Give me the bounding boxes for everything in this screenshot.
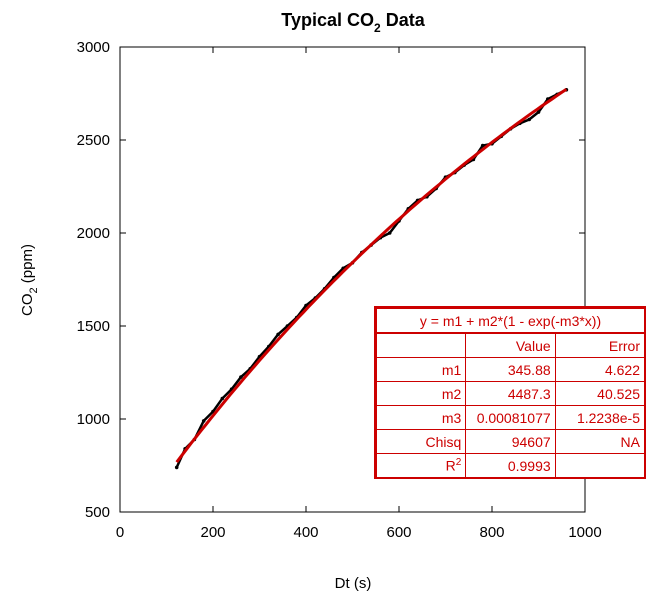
x-tick-label: 400 xyxy=(293,524,318,541)
chart-title: Typical CO2 Data xyxy=(281,10,425,35)
fit-results-table: y = m1 + m2*(1 - exp(-m3*x)) Value Error… xyxy=(374,306,646,479)
r-squared-value: 0.9993 xyxy=(465,453,556,478)
fit-curve xyxy=(175,88,568,464)
y-tick-label: 1500 xyxy=(77,318,110,335)
x-tick-label: 0 xyxy=(116,524,124,541)
data-point xyxy=(201,419,206,423)
table-row: R2 0.9993 xyxy=(375,453,646,478)
x-tick-label: 600 xyxy=(386,524,411,541)
header-blank xyxy=(375,332,467,358)
y-axis-label: CO2 (ppm) xyxy=(19,244,40,316)
data-point xyxy=(480,143,485,148)
data-point xyxy=(276,332,280,337)
param-name: Chisq xyxy=(375,429,467,454)
table-row: m3 0.00081077 1.2238e-5 xyxy=(375,405,646,430)
data-point xyxy=(387,231,392,235)
param-value: 345.88 xyxy=(465,357,556,382)
table-row: m1 345.88 4.622 xyxy=(375,357,646,382)
y-axis: 500 1000 1500 2000 2500 3000 xyxy=(77,39,585,521)
x-axis: 0 200 400 600 800 1000 xyxy=(116,47,602,541)
param-error: 4.622 xyxy=(554,357,646,382)
header-value: Value xyxy=(465,332,556,358)
r-squared-error xyxy=(554,453,646,478)
data-point xyxy=(174,465,179,470)
y-tick-label: 3000 xyxy=(77,39,110,56)
param-value: 0.00081077 xyxy=(465,405,556,430)
data-point xyxy=(527,117,531,122)
fit-equation: y = m1 + m2*(1 - exp(-m3*x)) xyxy=(376,308,645,334)
param-name: m2 xyxy=(375,381,467,406)
data-point xyxy=(220,396,225,401)
param-error: NA xyxy=(554,429,646,454)
data-point xyxy=(239,375,243,379)
x-tick-label: 200 xyxy=(200,524,225,541)
x-tick-label: 1000 xyxy=(568,524,601,541)
fit-line xyxy=(175,88,568,464)
param-name: m1 xyxy=(375,357,467,382)
param-value: 4487.3 xyxy=(465,381,556,406)
header-error: Error xyxy=(554,332,646,358)
x-axis-label: Dt (s) xyxy=(335,575,372,592)
y-tick-label: 2500 xyxy=(77,132,110,149)
data-point xyxy=(536,110,541,114)
r-squared-name: R2 xyxy=(375,453,467,478)
x-tick-label: 800 xyxy=(479,524,504,541)
param-value: 94607 xyxy=(465,429,556,454)
table-row: m2 4487.3 40.525 xyxy=(375,381,646,406)
y-tick-label: 2000 xyxy=(77,225,110,242)
y-tick-label: 500 xyxy=(85,504,110,521)
table-row: Chisq 94607 NA xyxy=(375,429,646,454)
param-name: m3 xyxy=(375,405,467,430)
y-tick-label: 1000 xyxy=(77,411,110,428)
param-error: 1.2238e-5 xyxy=(554,405,646,430)
param-error: 40.525 xyxy=(554,381,646,406)
